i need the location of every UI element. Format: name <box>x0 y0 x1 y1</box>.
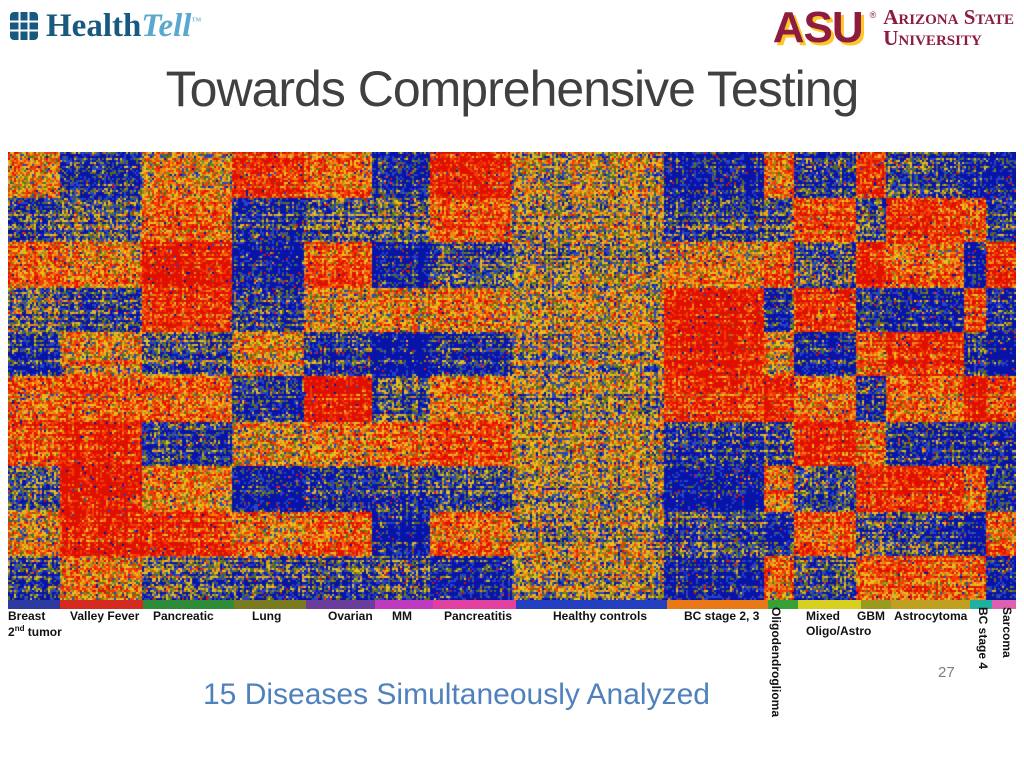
disease-strip-oligodendroglioma <box>767 600 799 609</box>
disease-strip-gbm <box>860 600 891 609</box>
disease-strip-pancreatitis <box>433 600 516 609</box>
slide-caption: 15 Diseases Simultaneously Analyzed <box>203 678 710 711</box>
trademark-symbol: ™ <box>191 16 202 27</box>
registered-symbol: ® <box>869 10 877 20</box>
disease-strip-bc-stage-2-3 <box>667 600 768 609</box>
disease-strip-astrocytoma <box>890 600 970 609</box>
disease-strip-healthy-controls <box>515 600 668 609</box>
immunosignature-heatmap <box>8 152 1016 600</box>
disease-strip-breast-2nd-tumor <box>8 600 61 609</box>
disease-strip-pancreatic <box>143 600 234 609</box>
label-bc-stage-2-3: BC stage 2, 3 <box>684 609 760 623</box>
asu-name-line1: Arizona State <box>883 5 1014 29</box>
healthtell-logo-icon <box>10 12 38 40</box>
page-title: Towards Comprehensive Testing <box>165 61 860 117</box>
label-mixed-line1: Mixed <box>806 609 841 623</box>
label-valley-fever: Valley Fever <box>70 609 140 623</box>
label-astrocytoma: Astrocytoma <box>894 609 968 623</box>
label-mixed-oligo-astro: Mixed Oligo/Astro <box>806 609 871 639</box>
disease-strip-sarcoma <box>991 600 1016 609</box>
asu-name: Arizona State University <box>883 7 1014 49</box>
label-bc-stage-4: BC stage 4 <box>976 607 990 670</box>
disease-strip-ovarian <box>306 600 375 609</box>
disease-strip-lung <box>233 600 307 609</box>
label-mm: MM <box>392 609 412 623</box>
asu-acronym: ASU <box>772 3 864 52</box>
label-breast-line2-base: 2 <box>8 625 15 639</box>
disease-strip-mm <box>374 600 434 609</box>
disease-color-strip <box>8 600 1016 609</box>
label-pancreatic: Pancreatic <box>153 609 214 623</box>
label-sarcoma: Sarcoma <box>1000 607 1014 658</box>
label-gbm: GBM <box>857 609 885 623</box>
label-breast-2nd-tumor: Breast 2nd tumor <box>8 609 62 640</box>
healthtell-word1: Health <box>46 8 142 44</box>
label-ovarian: Ovarian <box>328 609 373 623</box>
label-breast-line2-rest: tumor <box>24 625 62 639</box>
label-pancreatitis: Pancreatitis <box>444 609 513 623</box>
page-number: 27 <box>938 664 955 681</box>
disease-strip-mixed-oligo-astro <box>798 600 861 609</box>
label-healthy-controls: Healthy controls <box>553 609 648 623</box>
disease-strip-valley-fever <box>60 600 144 609</box>
healthtell-word2: Tell <box>141 8 192 44</box>
label-lung: Lung <box>252 609 282 623</box>
label-mixed-line2: Oligo/Astro <box>806 624 872 638</box>
disease-strip-bc-stage-4 <box>969 600 992 609</box>
label-oligodendroglioma: Oligodendroglioma <box>769 607 783 717</box>
asu-name-line2: University <box>883 26 982 50</box>
asu-logo: ASU ® Arizona State University <box>773 6 1014 50</box>
healthtell-wordmark: HealthTell™ <box>46 10 201 43</box>
label-breast-line1: Breast <box>8 609 46 623</box>
healthtell-logo: HealthTell™ <box>10 10 201 43</box>
label-breast-line2-sup: nd <box>14 624 25 633</box>
